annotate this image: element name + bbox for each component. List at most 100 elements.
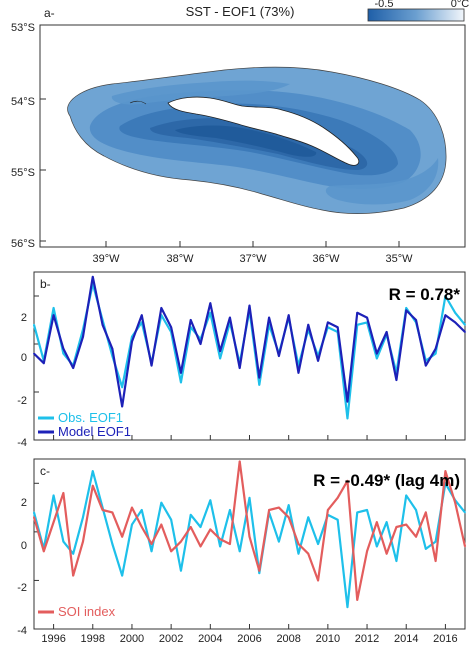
data-point [464, 545, 466, 548]
data-point [346, 606, 349, 609]
data-point [277, 540, 280, 543]
colorbar [367, 8, 465, 22]
data-point [219, 357, 222, 360]
data-point [238, 460, 241, 463]
data-point [375, 357, 378, 360]
x-tick-label: 2000 [120, 633, 144, 645]
data-point [385, 552, 388, 555]
data-point [385, 331, 388, 333]
data-point [287, 314, 290, 317]
data-point [62, 352, 65, 355]
data-point [189, 319, 192, 321]
data-point [82, 540, 84, 543]
data-point [91, 484, 94, 487]
data-point [395, 379, 398, 381]
data-point [268, 509, 270, 511]
data-point [72, 574, 75, 577]
y-tick: -4 [17, 437, 27, 449]
data-point [72, 367, 75, 369]
data-point [258, 376, 261, 379]
data-point [33, 352, 35, 355]
data-point [307, 323, 310, 326]
data-point [111, 511, 114, 514]
data-point [307, 516, 310, 519]
data-point [366, 550, 368, 553]
data-point [317, 543, 319, 545]
y-tick: -4 [17, 625, 27, 637]
data-point [62, 540, 65, 543]
data-point [464, 331, 466, 333]
data-point [91, 275, 94, 278]
lon-label: 39°W [92, 253, 120, 265]
data-point [434, 347, 437, 350]
data-point [405, 307, 408, 309]
data-point [33, 323, 35, 326]
data-point [405, 309, 408, 312]
legend-model-label: Model EOF1 [58, 424, 131, 439]
data-point [366, 509, 368, 511]
data-point [111, 543, 114, 545]
x-tick-label: 2006 [237, 633, 261, 645]
data-point [415, 319, 417, 321]
data-point [395, 526, 398, 528]
data-point [121, 574, 124, 577]
data-point [356, 311, 359, 314]
x-tick-label: 2014 [394, 633, 418, 645]
data-point [385, 521, 388, 524]
data-point [454, 501, 457, 504]
data-point [434, 560, 437, 562]
data-point [219, 545, 222, 548]
eof-contour [175, 125, 317, 157]
lat-label: 53°S [11, 22, 35, 34]
x-tick-label: 2004 [198, 633, 222, 645]
data-point [219, 538, 222, 541]
data-point [375, 352, 378, 355]
data-point [336, 326, 339, 329]
data-point [464, 323, 466, 326]
data-point [229, 543, 231, 545]
data-point [199, 526, 202, 528]
data-point [72, 552, 75, 555]
data-point [52, 314, 55, 317]
data-point [160, 501, 163, 504]
data-point [140, 509, 143, 511]
data-point [405, 523, 408, 526]
data-point [52, 494, 55, 497]
data-point [111, 347, 114, 350]
eof-contour [111, 80, 290, 105]
data-point [82, 335, 84, 338]
data-point [91, 470, 94, 473]
data-point [209, 528, 212, 531]
lat-label: 54°S [11, 96, 35, 108]
data-point [121, 535, 124, 538]
data-point [434, 352, 437, 355]
panel-a-title: SST - EOF1 (73%) [186, 4, 295, 19]
x-tick-label: 2010 [316, 633, 340, 645]
lon-label: 36°W [312, 253, 340, 265]
data-point [336, 518, 339, 521]
lat-labels: 53°S 54°S 55°S 56°S [11, 22, 35, 250]
data-point [170, 550, 173, 553]
data-point [199, 343, 202, 345]
y-tick: -2 [17, 395, 27, 407]
data-point [268, 316, 270, 319]
data-point [326, 509, 329, 511]
data-point [258, 572, 261, 575]
data-point [287, 504, 290, 507]
data-point [444, 295, 447, 297]
panel-c-label: c- [40, 464, 50, 478]
data-point [464, 511, 466, 514]
colorbar-min-label: -0.5 [375, 0, 394, 10]
data-point [366, 316, 368, 319]
x-tick-label: 2016 [433, 633, 457, 645]
data-point [444, 314, 447, 317]
x-tick-label: 2008 [276, 633, 300, 645]
eof-contour [325, 158, 439, 205]
legend-obs-label: Obs. EOF1 [58, 410, 123, 425]
lon-label: 35°W [385, 253, 413, 265]
data-point [131, 523, 133, 526]
data-point [356, 511, 359, 514]
data-point [317, 359, 319, 362]
y-tick: 2 [21, 312, 27, 324]
data-point [356, 598, 359, 601]
